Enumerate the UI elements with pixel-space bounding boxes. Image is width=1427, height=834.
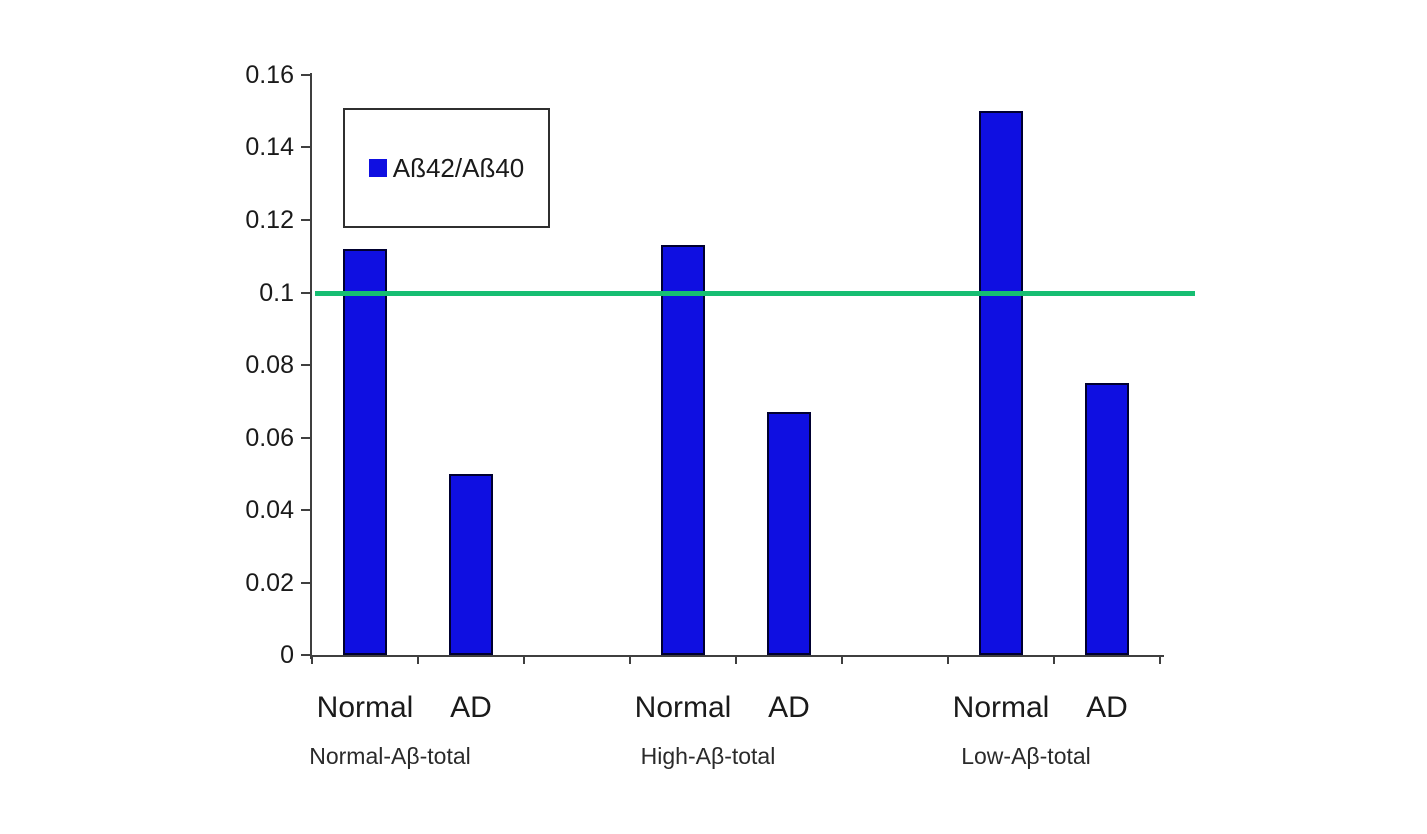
y-axis-tick — [301, 292, 310, 294]
y-axis-tick — [301, 146, 310, 148]
y-axis-line — [310, 73, 312, 659]
y-tick-label: 0.08 — [245, 351, 294, 379]
y-tick-label: 0.06 — [245, 424, 294, 452]
x-axis-tick — [311, 655, 313, 664]
y-axis-tick — [301, 219, 310, 221]
y-tick-label: 0.04 — [245, 496, 294, 524]
y-axis-tick — [301, 74, 310, 76]
bar-label: AD — [1086, 691, 1128, 724]
x-axis-tick — [735, 655, 737, 664]
y-tick-label: 0 — [280, 641, 294, 669]
x-axis-tick — [417, 655, 419, 664]
x-axis-tick — [629, 655, 631, 664]
group-label: Normal-Aβ-total — [309, 743, 471, 769]
group-label: High-Aβ-total — [640, 743, 776, 769]
bar-normal-a-total-normal — [343, 249, 387, 655]
legend-label: Aß42/Aß40 — [392, 152, 525, 183]
y-tick-label: 0.16 — [245, 61, 294, 89]
bar-label: Normal — [316, 691, 414, 724]
group-label: Low-Aβ-total — [961, 743, 1091, 769]
bar-label: Normal — [634, 691, 732, 724]
y-tick-label: 0.02 — [245, 569, 294, 597]
legend-swatch-icon — [368, 159, 387, 177]
bar-normal-a-total-ad — [449, 474, 493, 655]
y-tick-label: 0.14 — [245, 133, 294, 161]
y-tick-label: 0.12 — [245, 206, 294, 234]
reference-line — [315, 291, 1195, 296]
x-axis-tick — [1053, 655, 1055, 664]
y-axis-tick — [301, 654, 310, 656]
bar-label: Normal — [952, 691, 1050, 724]
y-axis-tick — [301, 582, 310, 584]
y-axis-tick — [301, 437, 310, 439]
x-axis-tick — [523, 655, 525, 664]
x-axis-tick — [841, 655, 843, 664]
bar-low-a-total-normal — [979, 111, 1023, 655]
legend-box: Aß42/Aß40 — [343, 108, 550, 228]
bar-low-a-total-ad — [1085, 383, 1129, 655]
x-axis-line — [310, 655, 1164, 657]
bar-high-a-total-ad — [767, 412, 811, 655]
y-tick-label: 0.1 — [259, 279, 294, 307]
x-axis-tick — [1159, 655, 1161, 664]
bar-high-a-total-normal — [661, 245, 705, 655]
bar-label: AD — [450, 691, 492, 724]
bar-label: AD — [768, 691, 810, 724]
x-axis-tick — [947, 655, 949, 664]
y-axis-tick — [301, 509, 310, 511]
y-axis-tick — [301, 364, 310, 366]
